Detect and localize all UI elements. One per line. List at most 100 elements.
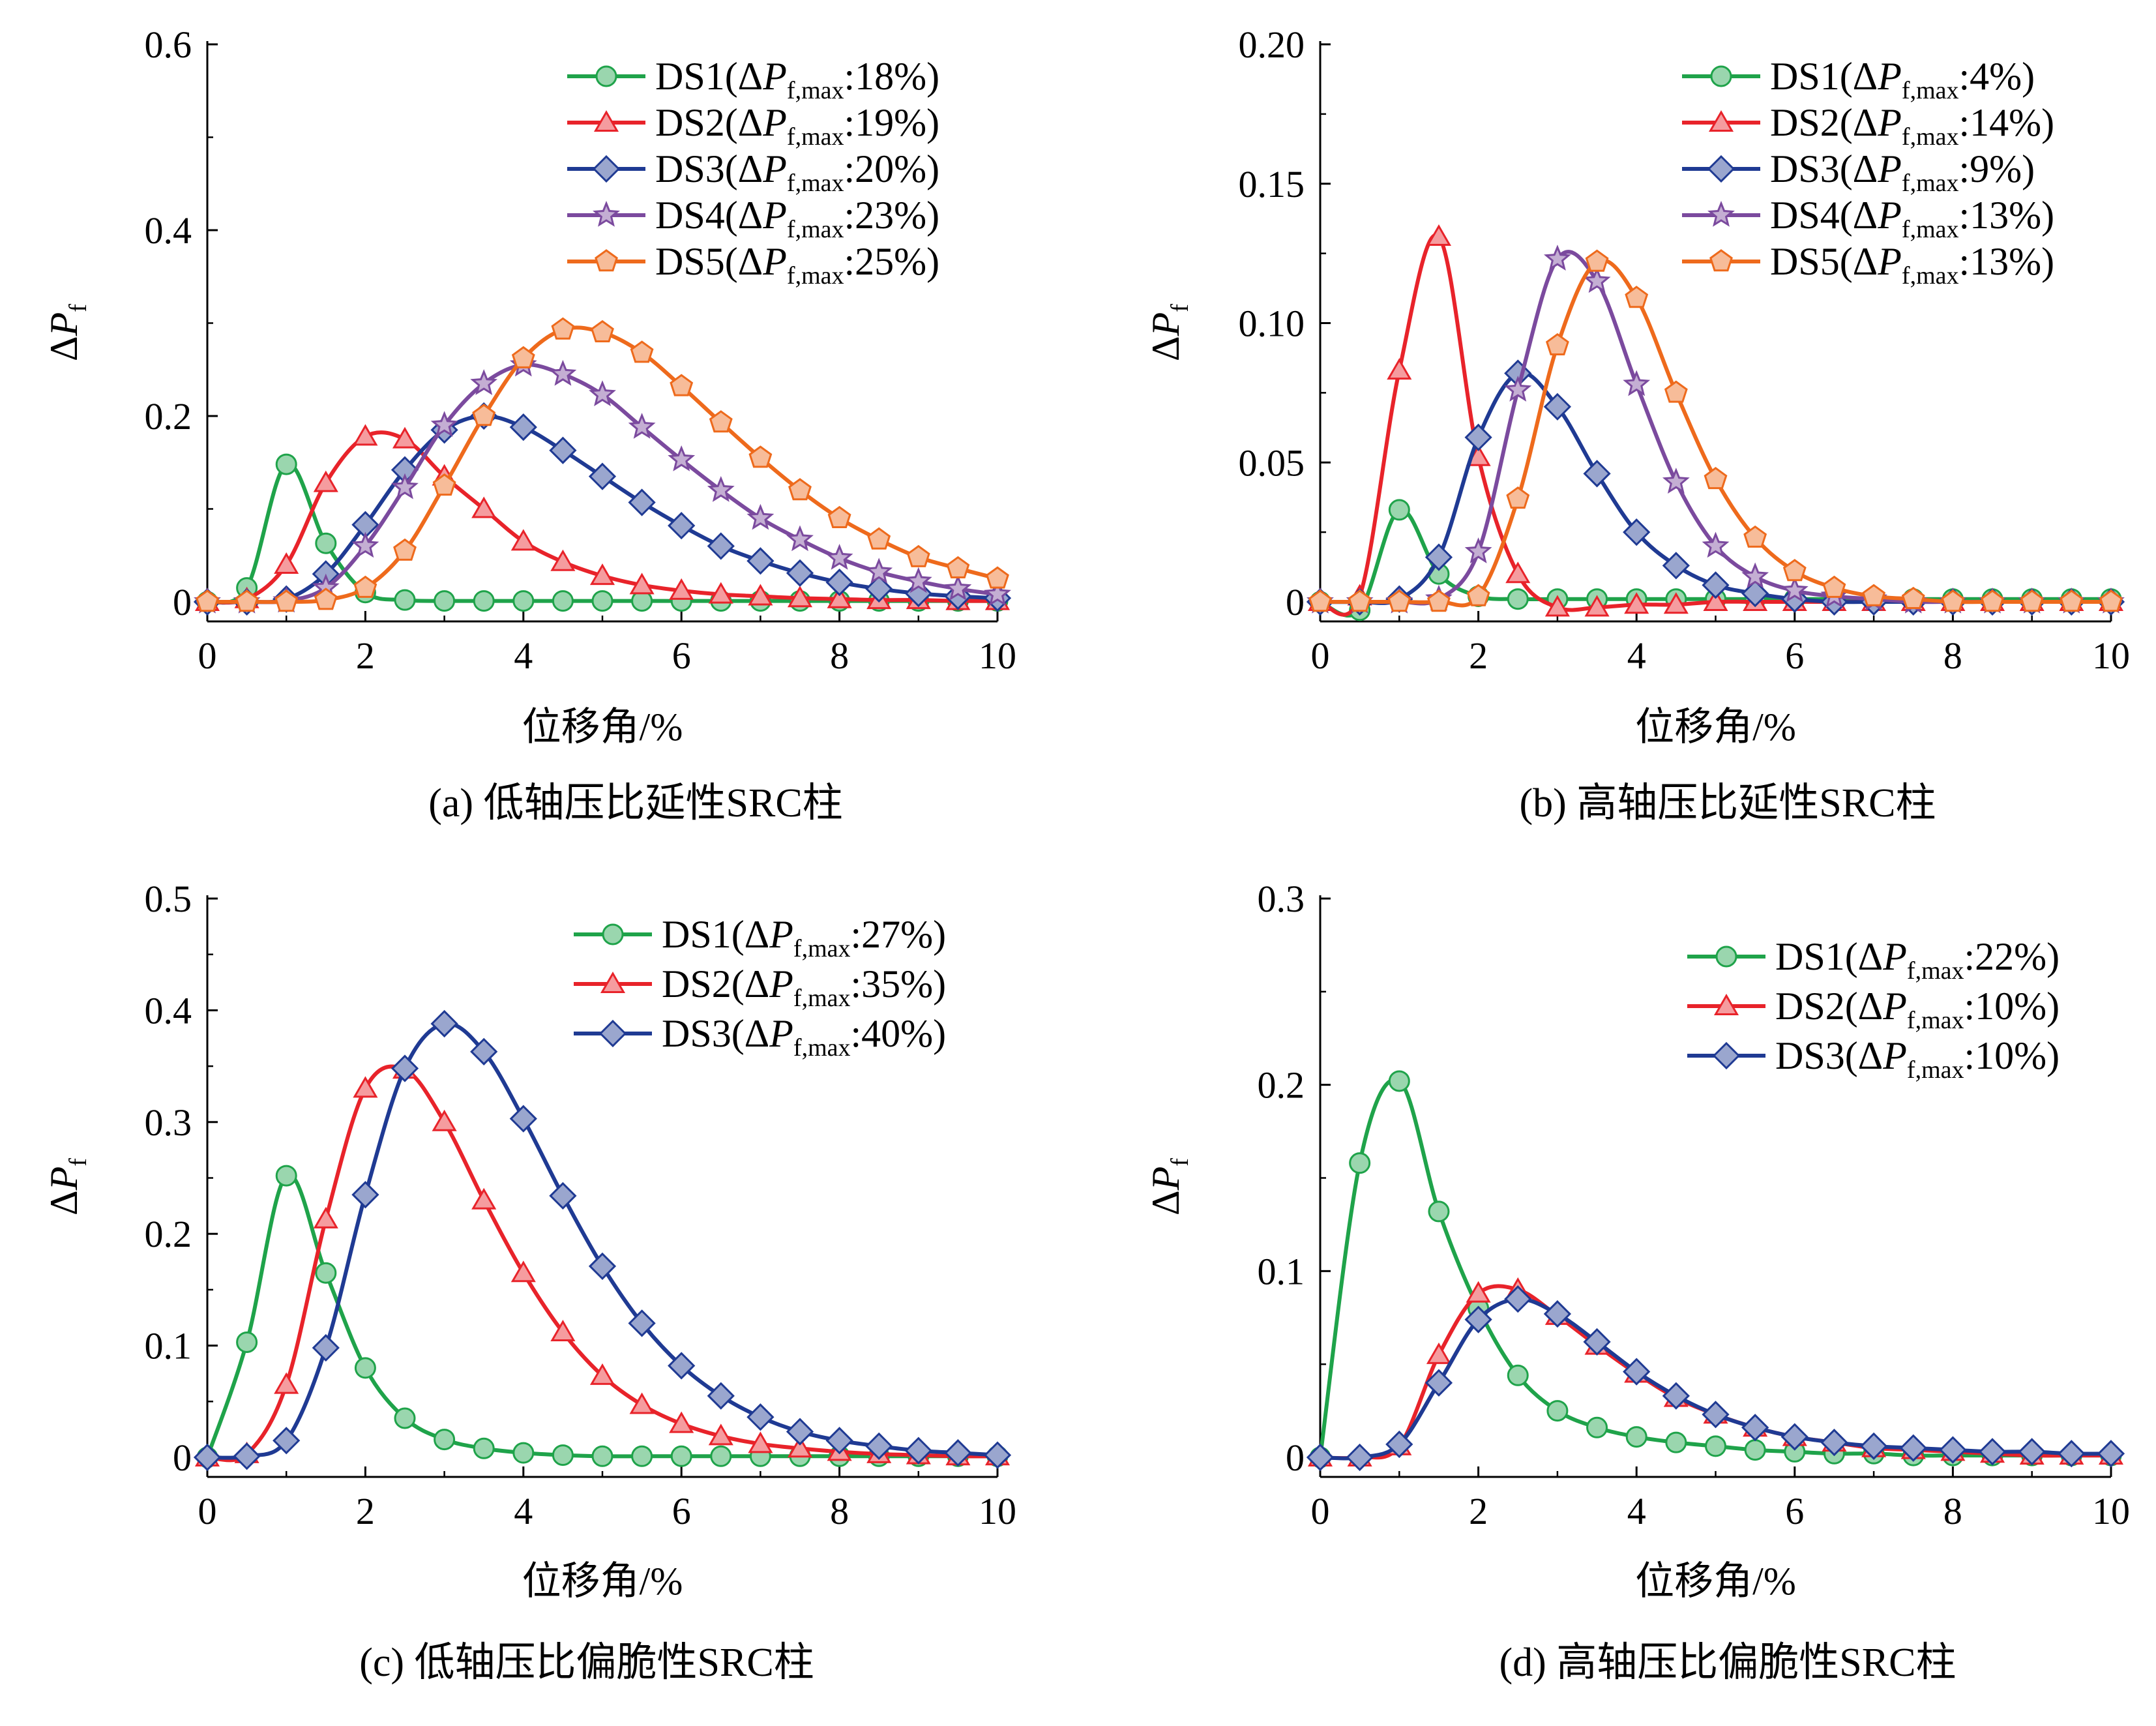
y-axis-label-p: P xyxy=(42,312,85,337)
data-point-DS4 xyxy=(1741,562,1769,589)
legend-value: :23%) xyxy=(844,194,940,237)
y-tick-label: 0.15 xyxy=(1239,163,1305,205)
legend-value: :10%) xyxy=(1964,985,2060,1028)
data-point-DS5 xyxy=(274,589,299,612)
y-tick-label: 0.20 xyxy=(1239,23,1305,66)
legend-name: DS1(Δ xyxy=(662,913,769,956)
legend-p: P xyxy=(1877,101,1902,144)
y-axis-label: ΔPf xyxy=(1144,304,1194,361)
y-axis-label-p: P xyxy=(1144,312,1187,337)
legend-name: DS4(Δ xyxy=(1770,194,1878,237)
x-tick-label: 2 xyxy=(356,1490,375,1532)
legend-value: :14%) xyxy=(1959,101,2055,144)
y-axis-label: ΔPf xyxy=(42,1158,92,1215)
data-point-DS3 xyxy=(746,1403,775,1431)
data-point-DS2 xyxy=(510,529,536,551)
legend-label-DS5: DS5(ΔPf,max:25%) xyxy=(655,240,939,290)
data-point-DS3 xyxy=(1543,1300,1572,1328)
x-tick-label: 8 xyxy=(830,1490,849,1532)
data-point-DS5 xyxy=(748,445,773,468)
legend-marker-DS1 xyxy=(595,65,617,87)
legend-label-DS3: DS3(ΔPf,max:20%) xyxy=(655,147,939,197)
legend-name: DS4(Δ xyxy=(655,194,763,237)
legend-p: P xyxy=(1877,147,1902,190)
y-tick-label: 0.4 xyxy=(145,209,192,252)
y-tick-label: 0.1 xyxy=(145,1325,192,1367)
data-point-DS5 xyxy=(393,538,417,561)
legend-p: P xyxy=(762,101,787,144)
data-point-DS2 xyxy=(392,426,418,449)
y-tick-label: 0.5 xyxy=(145,878,192,920)
data-point-DS2 xyxy=(669,578,694,600)
y-tick-label: 0.3 xyxy=(145,1101,192,1144)
data-point-DS4 xyxy=(1544,245,1571,271)
data-point-DS3 xyxy=(2018,1438,2046,1466)
series-DS3 xyxy=(1306,1285,2125,1472)
x-tick-label: 0 xyxy=(1311,634,1330,677)
data-point-DS3 xyxy=(1623,518,1651,546)
legend-value: :20%) xyxy=(844,147,940,190)
chart-panel-c: 0 2 4 6 8 1000.10.20.30.40.5位移角/%ΔPfDS1(ΔPf,m… xyxy=(42,878,1016,1685)
series-DS3 xyxy=(193,1009,1012,1472)
x-tick-label: 10 xyxy=(979,1490,1016,1532)
data-point-DS2 xyxy=(1624,592,1649,614)
data-point-DS4 xyxy=(668,445,696,471)
data-point-DS3 xyxy=(1464,423,1492,451)
y-tick-label: 0.2 xyxy=(145,1213,192,1255)
data-point-DS5 xyxy=(1901,586,1925,609)
data-point-DS5 xyxy=(2099,589,2123,612)
x-tick-label: 0 xyxy=(198,634,217,677)
data-point-DS1 xyxy=(434,590,456,612)
x-tick-label: 0 xyxy=(1311,1490,1330,1532)
y-axis-label-sub: f xyxy=(1166,304,1194,312)
x-axis-label: 位移角/% xyxy=(1635,1560,1796,1603)
data-point-DS3 xyxy=(904,1436,932,1465)
x-tick-label: 6 xyxy=(672,1490,691,1532)
series-DS5 xyxy=(1308,249,2123,612)
data-point-DS3 xyxy=(549,1182,577,1210)
data-point-DS5 xyxy=(1585,249,1609,272)
legend-label-DS2: DS2(ΔPf,max:35%) xyxy=(662,962,946,1012)
y-axis-label-delta: Δ xyxy=(42,336,85,361)
data-point-DS2 xyxy=(629,573,655,595)
data-point-DS5 xyxy=(1427,589,1451,612)
legend-value: :9%) xyxy=(1959,147,2035,190)
data-point-DS4 xyxy=(391,473,419,499)
data-point-DS3 xyxy=(707,532,735,560)
y-tick-label: 0 xyxy=(173,1436,192,1479)
series-line-DS1 xyxy=(1319,507,2111,617)
data-point-DS1 xyxy=(354,1357,376,1379)
data-point-DS1 xyxy=(394,589,416,611)
data-point-DS4 xyxy=(470,369,498,395)
data-point-DS5 xyxy=(1862,584,1886,606)
data-point-DS3 xyxy=(668,1352,696,1380)
data-point-DS2 xyxy=(1426,1342,1451,1364)
data-point-DS2 xyxy=(432,1109,457,1131)
legend-sub: f,max xyxy=(1902,123,1959,151)
x-tick-label: 4 xyxy=(1627,634,1646,677)
data-point-DS3 xyxy=(1346,1443,1374,1472)
data-point-DS1 xyxy=(1705,1435,1726,1457)
legend-p: P xyxy=(1882,1034,1907,1077)
data-point-DS4 xyxy=(589,380,616,407)
y-tick-label: 0.2 xyxy=(1258,1064,1305,1107)
data-point-DS2 xyxy=(589,1363,615,1385)
data-point-DS5 xyxy=(472,404,496,426)
y-axis-label-sub: f xyxy=(1166,1158,1194,1167)
data-point-DS1 xyxy=(315,532,337,554)
legend-name: DS1(Δ xyxy=(655,55,763,98)
legend-sub: f,max xyxy=(787,123,844,151)
legend-value: :25%) xyxy=(844,240,940,283)
legend-marker-DS1 xyxy=(602,923,624,945)
legend-p: P xyxy=(1877,240,1902,283)
data-point-DS5 xyxy=(1545,333,1569,355)
data-point-DS1 xyxy=(591,590,613,612)
data-point-DS3 xyxy=(430,1009,458,1038)
data-point-DS3 xyxy=(628,488,656,516)
data-point-DS1 xyxy=(236,1331,258,1353)
data-point-DS2 xyxy=(313,470,338,492)
legend-label-DS1: DS1(ΔPf,max:4%) xyxy=(1770,55,2035,104)
legend-value: :35%) xyxy=(851,962,947,1005)
data-point-DS2 xyxy=(1663,592,1689,614)
x-tick-label: 2 xyxy=(356,634,375,677)
